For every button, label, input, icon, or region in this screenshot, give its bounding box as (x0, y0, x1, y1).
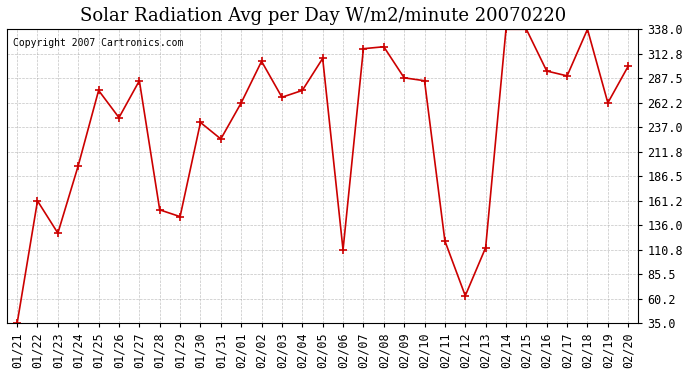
Title: Solar Radiation Avg per Day W/m2/minute 20070220: Solar Radiation Avg per Day W/m2/minute … (79, 7, 566, 25)
Text: Copyright 2007 Cartronics.com: Copyright 2007 Cartronics.com (13, 38, 184, 48)
